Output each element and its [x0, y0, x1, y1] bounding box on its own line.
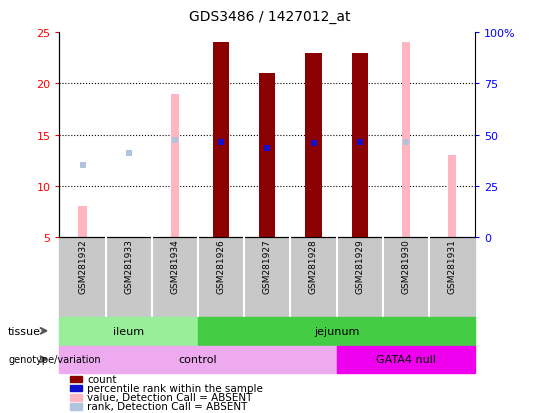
Bar — [171, 95, 179, 237]
Bar — [78, 207, 86, 237]
Bar — [213, 43, 229, 237]
Text: count: count — [87, 374, 117, 384]
Text: rank, Detection Call = ABSENT: rank, Detection Call = ABSENT — [87, 401, 248, 411]
Text: genotype/variation: genotype/variation — [8, 354, 101, 364]
Bar — [259, 74, 275, 237]
Text: ileum: ileum — [113, 326, 144, 336]
Bar — [402, 43, 410, 237]
Text: control: control — [179, 354, 217, 364]
Bar — [352, 54, 368, 237]
Text: jejunum: jejunum — [314, 326, 359, 336]
Bar — [448, 156, 456, 237]
Bar — [306, 54, 322, 237]
Text: value, Detection Call = ABSENT: value, Detection Call = ABSENT — [87, 392, 253, 402]
Text: GATA4 null: GATA4 null — [376, 354, 436, 364]
Text: GDS3486 / 1427012_at: GDS3486 / 1427012_at — [189, 10, 351, 24]
Text: tissue: tissue — [8, 326, 41, 336]
Text: percentile rank within the sample: percentile rank within the sample — [87, 383, 264, 393]
